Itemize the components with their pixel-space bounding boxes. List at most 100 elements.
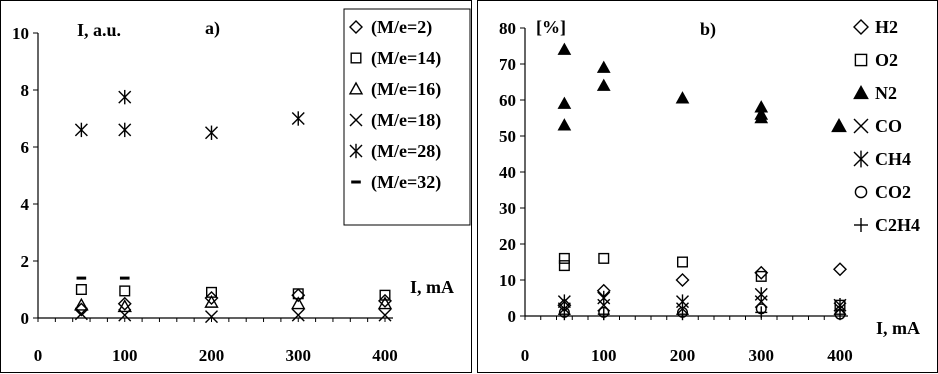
data-point	[118, 89, 132, 105]
x-axis-title: I, mA	[410, 277, 454, 297]
data-point	[75, 284, 87, 296]
data-point	[676, 256, 688, 268]
x-tick-label: 0	[34, 346, 43, 365]
data-point	[597, 308, 610, 321]
data-point	[117, 296, 132, 311]
legend-marker	[349, 113, 363, 127]
y-tick-label: 0	[21, 309, 30, 328]
data-point	[291, 111, 305, 126]
legend-entry-4: CH4	[875, 149, 911, 169]
data-point	[596, 60, 611, 73]
legend-entry-1: (M/e=14)	[371, 48, 441, 69]
data-point	[291, 296, 306, 310]
data-point	[117, 299, 132, 313]
legend-marker	[854, 185, 868, 199]
y-tick-label: 80	[499, 19, 516, 38]
y-tick-label: 0	[508, 307, 517, 326]
data-point	[377, 296, 393, 310]
data-point	[754, 110, 769, 124]
data-point	[291, 308, 305, 322]
y-tick-label: 70	[499, 55, 516, 74]
data-point	[557, 96, 572, 109]
y-tick-label: 2	[21, 252, 30, 271]
chart-panel-a: 0 2 4 6 8 10 0 100 200 300 400 I, a.u. I, mA a) (M/e=2…	[0, 0, 472, 373]
legend-box	[343, 8, 471, 226]
y-tick-label: 8	[21, 81, 30, 100]
legend-entry-2: N2	[875, 83, 897, 103]
legend-marker	[350, 52, 362, 64]
y-tick-label: 30	[499, 199, 516, 218]
data-point	[205, 310, 218, 324]
data-point	[597, 290, 611, 306]
x-tick-label: 100	[591, 346, 617, 365]
chart-panel-b: 0 10 20 30 40 50 60 70 80 0 100 200 300 400 [%] I, mA b)…	[477, 0, 938, 373]
x-tick-label: 200	[199, 346, 225, 365]
data-point	[558, 308, 571, 321]
legend-marker	[853, 150, 869, 168]
data-point	[834, 308, 846, 321]
data-point	[675, 91, 690, 104]
legend-marker	[854, 218, 868, 232]
legend-entry-2: (M/e=16)	[371, 79, 441, 100]
legend-marker	[854, 53, 868, 67]
legend-entry-5: (M/e=32)	[371, 172, 441, 193]
y-tick-label: 10	[499, 271, 516, 290]
x-tick-label: 400	[827, 346, 853, 365]
x-tick-label: 300	[749, 346, 775, 365]
data-point	[557, 42, 572, 55]
x-tick-label: 400	[372, 346, 398, 365]
data-point	[755, 270, 767, 282]
chart-b-svg: 0 10 20 30 40 50 60 70 80 0 100 200 300 400 [%] I, mA b)…	[499, 17, 920, 365]
data-point	[676, 308, 689, 321]
x-axis-title: I, mA	[876, 318, 920, 338]
y-tick-label: 6	[21, 138, 30, 157]
data-point	[675, 273, 690, 287]
x-tick-label: 100	[112, 346, 138, 365]
y-axis-title: I, a.u.	[77, 20, 121, 40]
data-point	[557, 118, 572, 131]
legend-entry-3: CO	[875, 116, 902, 136]
data-point	[833, 262, 847, 277]
legend-marker	[853, 84, 869, 100]
data-point	[596, 78, 611, 91]
legend-marker-extra	[831, 117, 847, 133]
data-point	[118, 308, 132, 322]
data-point	[378, 308, 392, 322]
data-point	[291, 288, 306, 303]
data-point	[557, 294, 571, 309]
data-point	[558, 252, 570, 264]
legend-marker	[349, 20, 363, 34]
panel-label: b)	[700, 19, 716, 40]
legend-entry-4: (M/e=28)	[371, 141, 441, 162]
data-point	[204, 291, 219, 306]
data-point	[74, 307, 88, 321]
data-point	[755, 306, 768, 319]
data-point	[204, 294, 219, 308]
y-tick-label: 20	[499, 235, 516, 254]
data-point	[74, 297, 89, 311]
data-point	[74, 122, 88, 138]
x-tick-label: 200	[670, 346, 696, 365]
x-tick-label: 300	[286, 346, 312, 365]
legend-marker	[853, 118, 869, 134]
legend-entry-3: (M/e=18)	[371, 110, 441, 131]
data-point	[118, 122, 132, 138]
legend-entry-0: H2	[875, 17, 898, 37]
legend-marker	[349, 143, 363, 159]
legend-marker	[853, 19, 869, 35]
y-tick-label: 50	[499, 127, 516, 146]
data-point	[754, 265, 769, 280]
data-point	[676, 294, 689, 309]
y-tick-label: 60	[499, 91, 516, 110]
data-point	[598, 252, 610, 264]
data-point	[754, 287, 768, 302]
data-point	[205, 125, 218, 140]
y-tick-label: 4	[21, 195, 30, 214]
y-tick-label: 40	[499, 163, 516, 182]
panel-label: a)	[205, 18, 220, 39]
legend-entry-5: CO2	[875, 182, 911, 202]
data-point	[379, 289, 391, 301]
legend-entry-1: O2	[875, 50, 898, 70]
y-axis-title: [%]	[536, 17, 566, 37]
